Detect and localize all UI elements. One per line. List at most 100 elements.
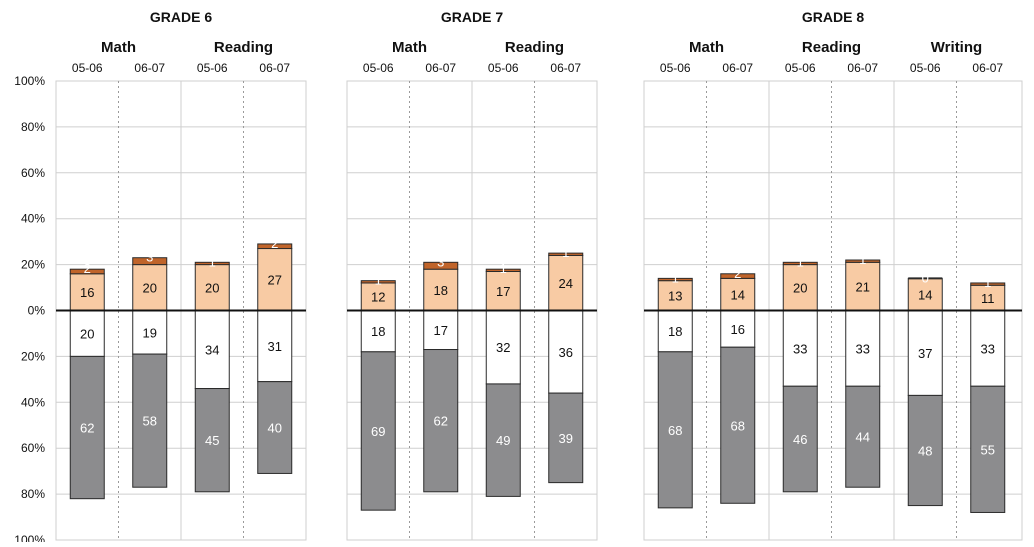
bar-segment-top <box>360 280 396 284</box>
bar-segment-bottom <box>845 385 881 488</box>
data-label-lower: 18 <box>371 324 385 339</box>
subject-label: Math <box>101 39 136 56</box>
bar-segment-bottom <box>720 346 756 504</box>
bar-segment-lower <box>485 310 521 385</box>
bar-segment-top <box>657 277 693 282</box>
subject-label: Math <box>392 39 427 56</box>
data-label-bottom: 55 <box>981 442 995 457</box>
year-label: 05-06 <box>197 61 228 75</box>
year-label: 06-07 <box>425 61 456 75</box>
bar-segment-upper <box>720 277 756 311</box>
data-label-bottom: 46 <box>793 432 807 447</box>
data-label-bottom: 48 <box>918 443 932 458</box>
data-label-top: 1 <box>500 261 507 276</box>
data-label-lower: 37 <box>918 346 932 361</box>
year-label: 06-07 <box>847 61 878 75</box>
data-label-bottom: 39 <box>559 431 573 446</box>
data-label-upper: 18 <box>434 283 448 298</box>
year-label: 05-06 <box>660 61 691 75</box>
bar-segment-top <box>257 243 293 250</box>
data-label-upper: 20 <box>143 281 157 296</box>
y-tick-label: 0% <box>28 304 46 318</box>
subject-label: Reading <box>505 39 564 56</box>
bar-segment-bottom <box>907 394 943 507</box>
year-label: 06-07 <box>550 61 581 75</box>
y-tick-label: 80% <box>21 120 45 134</box>
bar-segment-top <box>132 257 168 266</box>
bar-segment-upper <box>970 284 1006 312</box>
y-tick-label: 20% <box>21 258 45 272</box>
bar-segment-bottom <box>782 385 818 493</box>
data-label-lower: 19 <box>143 325 157 340</box>
data-label-lower: 20 <box>80 326 94 341</box>
data-label-top: 1 <box>797 254 804 269</box>
bar-segment-upper <box>657 280 693 312</box>
data-label-upper: 16 <box>80 285 94 300</box>
y-tick-label: 100% <box>14 74 45 88</box>
bar-segment-lower <box>782 310 818 387</box>
bar-segment-upper <box>423 268 459 312</box>
data-label-lower: 32 <box>496 340 510 355</box>
data-label-upper: 12 <box>371 290 385 305</box>
y-tick-label: 60% <box>21 166 45 180</box>
bar-segment-bottom <box>69 355 105 500</box>
data-label-bottom: 49 <box>496 433 510 448</box>
data-label-bottom: 44 <box>856 430 870 445</box>
data-label-upper: 14 <box>731 287 745 302</box>
data-label-lower: 34 <box>205 343 219 358</box>
data-label-upper: 20 <box>793 281 807 296</box>
data-label-top: 2 <box>84 261 91 276</box>
data-label-lower: 18 <box>668 324 682 339</box>
subject-label: Math <box>689 39 724 56</box>
bar-segment-upper <box>257 248 293 312</box>
bar-segment-upper <box>194 264 230 312</box>
bar-segment-top <box>194 261 230 266</box>
data-label-bottom: 68 <box>731 418 745 433</box>
data-label-top: 1 <box>672 270 679 285</box>
data-label-lower: 33 <box>981 341 995 356</box>
data-label-top: 2 <box>271 236 278 251</box>
data-label-top: 0 <box>922 270 929 285</box>
bar-segment-lower <box>132 310 168 355</box>
data-label-top: 1 <box>562 245 569 260</box>
data-label-bottom: 62 <box>434 414 448 429</box>
bar-segment-upper <box>132 264 168 312</box>
y-tick-label: 40% <box>21 212 45 226</box>
data-label-top: 1 <box>375 273 382 288</box>
bar-segment-bottom <box>132 353 168 488</box>
bar-segment-upper <box>782 264 818 312</box>
bar-segment-lower <box>657 310 693 353</box>
subject-label: Reading <box>802 39 861 56</box>
y-tick-label: 40% <box>21 395 45 409</box>
bar-segment-top <box>720 273 756 279</box>
y-tick-label: 100% <box>14 533 45 542</box>
year-label: 06-07 <box>134 61 165 75</box>
year-label: 06-07 <box>972 61 1003 75</box>
data-label-top: 1 <box>984 275 991 290</box>
bar-segment-top <box>548 252 584 256</box>
data-label-top: 1 <box>209 254 216 269</box>
bar-segment-top <box>782 261 818 266</box>
y-tick-label: 80% <box>21 487 45 501</box>
data-label-lower: 31 <box>268 339 282 354</box>
data-label-lower: 33 <box>793 341 807 356</box>
bar-segment-lower <box>194 310 230 390</box>
data-label-lower: 17 <box>434 323 448 338</box>
bar-segment-lower <box>907 310 943 396</box>
data-label-top: 3 <box>437 254 444 269</box>
data-label-top: 3 <box>146 250 153 265</box>
year-label: 05-06 <box>488 61 519 75</box>
data-label-bottom: 58 <box>143 414 157 429</box>
data-label-upper: 14 <box>918 287 932 302</box>
grade-title: GRADE 8 <box>802 9 864 25</box>
data-label-lower: 16 <box>731 322 745 337</box>
subject-label: Writing <box>931 39 982 56</box>
data-label-bottom: 62 <box>80 421 94 436</box>
data-label-top: 2 <box>734 266 741 281</box>
bar-segment-top <box>970 282 1006 286</box>
year-label: 06-07 <box>259 61 290 75</box>
bar-segment-bottom <box>360 351 396 511</box>
year-label: 05-06 <box>363 61 394 75</box>
bar-segment-top <box>69 268 105 275</box>
data-label-top: 1 <box>859 252 866 267</box>
